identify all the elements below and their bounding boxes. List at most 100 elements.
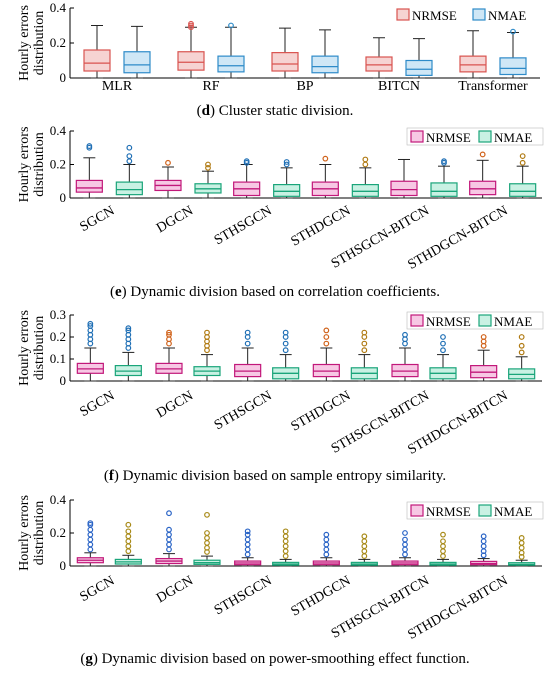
legend: NRMSE NMAE xyxy=(406,501,544,520)
outlier-point xyxy=(244,528,251,535)
outlier-point xyxy=(125,521,132,528)
legend-frame xyxy=(393,6,545,23)
box-nrmse-sthsgcn xyxy=(234,528,262,567)
outlier-point xyxy=(519,153,526,160)
box-body xyxy=(430,182,458,197)
legend: NRMSE NMAE xyxy=(393,6,545,23)
outlier-point xyxy=(282,347,289,354)
box-nmae-sthsgcn xyxy=(273,159,301,199)
y-tick-label: 0.4 xyxy=(50,0,67,15)
box-nrmse-sthdgcn xyxy=(312,327,340,382)
box-nmae-sthdgcn-bitcn xyxy=(508,535,536,567)
outlier-point xyxy=(126,158,133,165)
box-nmae-transformer xyxy=(499,28,527,79)
x-tick-label: BITCN xyxy=(378,79,420,94)
outlier-point xyxy=(87,531,94,538)
caption-letter: d xyxy=(202,103,211,119)
box-nmae-sgcn xyxy=(115,144,143,199)
outlier-point xyxy=(244,531,251,538)
x-tick-label: DGCN xyxy=(154,388,196,421)
y-tick-label: 0.2 xyxy=(50,35,66,50)
box-nrmse-sthsgcn-bitcn xyxy=(391,530,419,567)
caption-open: ( xyxy=(104,468,109,484)
outlier-point xyxy=(87,320,94,327)
outlier-point xyxy=(282,340,289,347)
outlier-point xyxy=(441,158,447,165)
box-nmae-dgcn xyxy=(194,161,222,199)
outlier-point xyxy=(166,331,172,338)
outlier-point xyxy=(125,327,132,334)
box-nrmse-sgcn xyxy=(75,143,103,199)
y-axis-label: Hourly errorsdistribution xyxy=(17,5,47,81)
box-nrmse-dgcn xyxy=(155,329,183,382)
legend-label-nmae: NMAE xyxy=(494,130,532,145)
y-tick-label: 0.3 xyxy=(50,307,66,322)
x-tick-label: DGCN xyxy=(154,203,196,236)
y-axis-label-line: distribution xyxy=(32,501,47,566)
outlier-point xyxy=(323,531,330,538)
box-nmae-sthdgcn-bitcn xyxy=(508,334,536,382)
outlier-point xyxy=(188,20,194,27)
box-nmae-sthdgcn-bitcn xyxy=(509,153,537,199)
caption-open: ( xyxy=(110,284,115,300)
outlier-point xyxy=(518,342,525,349)
box-nrmse-sthdgcn xyxy=(312,531,340,567)
box-nrmse-transformer xyxy=(459,30,487,79)
outlier-point xyxy=(166,531,172,538)
box-body xyxy=(217,55,245,73)
box-nmae-sthsgcn-bitcn xyxy=(429,531,457,567)
box-nrmse-dgcn xyxy=(154,159,182,199)
outlier-point xyxy=(244,541,251,548)
outlier-point xyxy=(323,334,330,340)
outlier-point xyxy=(283,159,290,165)
y-tick-label: 0 xyxy=(60,190,67,205)
outlier-point xyxy=(479,151,486,158)
y-axis-label-line: distribution xyxy=(32,132,47,197)
outlier-point xyxy=(87,546,94,553)
outlier-point xyxy=(519,159,526,166)
outlier-point xyxy=(480,538,487,545)
caption-close: ) xyxy=(93,651,98,667)
legend: NRMSE NMAE xyxy=(406,127,544,146)
panel-caption: (d) Cluster static division. xyxy=(197,103,354,119)
legend-swatch-nrmse xyxy=(396,8,410,21)
box-nmae-dgcn xyxy=(193,329,221,382)
outlier-point xyxy=(480,334,487,340)
outlier-point xyxy=(323,327,330,334)
outlier-point xyxy=(518,535,525,541)
y-axis-label: Hourly errorsdistribution xyxy=(17,127,47,203)
outlier-point xyxy=(244,536,251,543)
outlier-point xyxy=(402,551,408,558)
y-tick-label: 0.2 xyxy=(50,329,66,344)
outlier-point xyxy=(125,325,132,332)
y-tick-label: 0.4 xyxy=(50,492,67,507)
outlier-point xyxy=(322,155,329,162)
x-tick-label: STHSGCN xyxy=(212,203,275,248)
caption-text: Cluster static division. xyxy=(215,103,353,119)
box-nmae-mlr xyxy=(123,25,151,79)
outlier-point xyxy=(402,541,408,548)
box-nrmse-sthdgcn-bitcn xyxy=(469,151,497,199)
box-nrmse-sgcn xyxy=(76,520,104,567)
box-nmae-sthdgcn xyxy=(350,533,378,567)
box-nrmse-bitcn xyxy=(365,37,393,79)
outlier-point xyxy=(440,347,446,354)
outlier-point xyxy=(402,331,408,338)
caption-text: Dynamic division based on sample entropy… xyxy=(119,468,446,484)
box-nmae-sgcn xyxy=(114,521,142,567)
outlier-point xyxy=(440,334,446,340)
x-tick-label: STHDGCN xyxy=(289,388,354,434)
outlier-point xyxy=(125,538,132,545)
outlier-point xyxy=(166,510,172,517)
box-nrmse-sthdgcn-bitcn xyxy=(470,533,498,567)
legend-label-nrmse: NRMSE xyxy=(426,504,471,519)
caption-letter: f xyxy=(109,468,115,484)
outlier-point xyxy=(361,543,368,550)
outlier-point xyxy=(205,164,211,171)
y-axis-label-line: Hourly errors xyxy=(17,495,32,571)
outlier-point xyxy=(228,22,234,29)
outlier-point xyxy=(361,548,368,555)
outlier-point xyxy=(402,546,408,553)
